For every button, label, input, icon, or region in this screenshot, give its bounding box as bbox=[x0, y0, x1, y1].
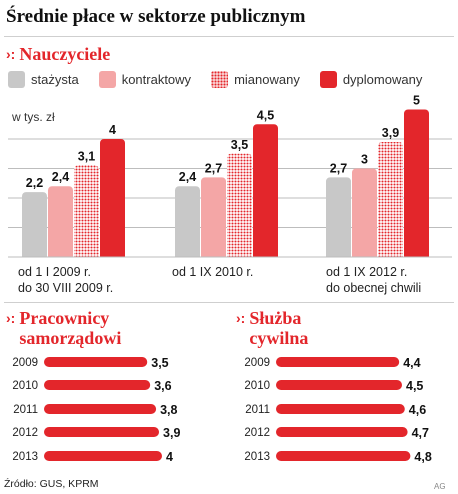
teachers-heading: Nauczyciele bbox=[19, 44, 111, 64]
legend-label: mianowany bbox=[234, 72, 300, 87]
legend: stażysta kontraktowy mianowany dyplomowa… bbox=[8, 71, 422, 88]
page-title: Średnie płace w sektorze publicznym bbox=[6, 6, 306, 27]
baseline-mask bbox=[0, 257, 458, 263]
hbar bbox=[44, 380, 151, 390]
data-label: 3 bbox=[361, 153, 368, 167]
bar-mianowany bbox=[227, 153, 252, 261]
bar-stażysta bbox=[326, 177, 351, 261]
period-line: od 1 IX 2012 r. bbox=[326, 265, 408, 279]
heading-line: cywilna bbox=[249, 328, 309, 348]
bar-mianowany bbox=[74, 165, 99, 261]
legend-item-stazysta: stażysta bbox=[8, 71, 79, 88]
legend-item-mianowany: mianowany bbox=[211, 71, 300, 88]
bar-mianowany bbox=[378, 141, 403, 261]
legend-label: stażysta bbox=[31, 72, 79, 87]
local-gov-heading: Pracownicy samorządowi bbox=[19, 308, 121, 348]
period-line: od 1 IX 2010 r. bbox=[172, 265, 254, 279]
data-label: 4 bbox=[166, 450, 173, 464]
data-label: 4,5 bbox=[406, 379, 423, 393]
legend-swatch bbox=[319, 71, 337, 88]
legend-swatch bbox=[98, 71, 116, 88]
data-label: 4,6 bbox=[409, 403, 426, 417]
data-label: 3,1 bbox=[78, 150, 95, 164]
arrow-icon: ›: bbox=[6, 310, 16, 326]
heading-line: Służba bbox=[249, 308, 302, 328]
heading-line: Pracownicy bbox=[19, 308, 110, 328]
bar-dyplomowany bbox=[100, 139, 125, 261]
period-line: do 30 VIII 2009 r. bbox=[18, 281, 114, 295]
year-label: 2009 bbox=[12, 357, 38, 369]
legend-label: dyplomowany bbox=[342, 72, 423, 87]
heading-line: samorządowi bbox=[19, 328, 122, 348]
hbar bbox=[276, 357, 400, 367]
data-label: 3,5 bbox=[151, 356, 168, 370]
section-divider bbox=[4, 302, 454, 303]
year-label: 2013 bbox=[244, 451, 270, 463]
local-gov-header: ›: Pracownicy samorządowi bbox=[6, 308, 121, 348]
bar-kontraktowy bbox=[352, 168, 377, 261]
data-label: 2,2 bbox=[26, 176, 43, 190]
legend-swatch bbox=[8, 71, 25, 88]
source-note: Źródło: GUS, KPRM bbox=[4, 478, 99, 490]
data-label: 3,8 bbox=[160, 403, 177, 417]
year-label: 2010 bbox=[244, 380, 270, 392]
year-label: 2013 bbox=[12, 451, 38, 463]
year-label: 2009 bbox=[244, 357, 270, 369]
data-label: 3,5 bbox=[231, 138, 248, 152]
teachers-header: ›: Nauczyciele bbox=[6, 44, 110, 64]
data-label: 4,8 bbox=[414, 450, 431, 464]
civil-service-heading: Służba cywilna bbox=[249, 308, 308, 348]
data-label: 2,4 bbox=[179, 170, 196, 184]
year-label: 2012 bbox=[12, 427, 38, 439]
period-label-1: od 1 I 2009 r. do 30 VIII 2009 r. bbox=[18, 264, 113, 296]
hbar bbox=[44, 451, 162, 461]
legend-label: kontraktowy bbox=[121, 72, 192, 87]
bar-dyplomowany bbox=[404, 109, 429, 261]
data-label: 2,4 bbox=[52, 170, 69, 184]
data-label: 2,7 bbox=[205, 161, 222, 175]
legend-item-dyplomowany: dyplomowany bbox=[319, 71, 423, 88]
author-credit: AG bbox=[434, 482, 446, 491]
arrow-icon: ›: bbox=[236, 310, 246, 326]
period-line: od 1 I 2009 r. bbox=[18, 265, 91, 279]
data-label: 2,7 bbox=[330, 161, 347, 175]
data-label: 3,6 bbox=[154, 379, 171, 393]
hbar bbox=[276, 380, 402, 390]
data-label: 4,4 bbox=[403, 356, 420, 370]
hbar bbox=[276, 404, 405, 414]
year-label: 2011 bbox=[245, 404, 270, 416]
period-line: do obecnej chwili bbox=[326, 281, 422, 295]
legend-item-kontraktowy: kontraktowy bbox=[98, 71, 192, 88]
hbar bbox=[44, 357, 148, 367]
year-label: 2012 bbox=[244, 427, 270, 439]
data-label: 4,5 bbox=[257, 108, 274, 122]
bar-stażysta bbox=[175, 186, 200, 261]
data-label: 4,7 bbox=[412, 426, 429, 440]
legend-swatch bbox=[211, 71, 229, 88]
hbar bbox=[44, 427, 160, 437]
data-label: 4 bbox=[109, 123, 116, 137]
data-label: 3,9 bbox=[163, 426, 180, 440]
period-label-2: od 1 IX 2010 r. bbox=[172, 264, 253, 280]
year-label: 2011 bbox=[13, 404, 38, 416]
data-label: 5 bbox=[413, 94, 420, 108]
bar-kontraktowy bbox=[48, 186, 73, 261]
bar-kontraktowy bbox=[201, 177, 226, 261]
title-divider bbox=[4, 36, 454, 37]
hbar bbox=[276, 451, 411, 461]
hbar bbox=[44, 404, 157, 414]
bar-stażysta bbox=[22, 192, 47, 261]
data-label: 3,9 bbox=[382, 126, 399, 140]
arrow-icon: ›: bbox=[6, 46, 16, 62]
hbar bbox=[276, 427, 408, 437]
bar-dyplomowany bbox=[253, 124, 278, 261]
period-label-3: od 1 IX 2012 r. do obecnej chwili bbox=[326, 264, 421, 296]
unit-label: w tys. zł bbox=[12, 110, 55, 124]
year-label: 2010 bbox=[12, 380, 38, 392]
civil-service-header: ›: Służba cywilna bbox=[236, 308, 308, 348]
